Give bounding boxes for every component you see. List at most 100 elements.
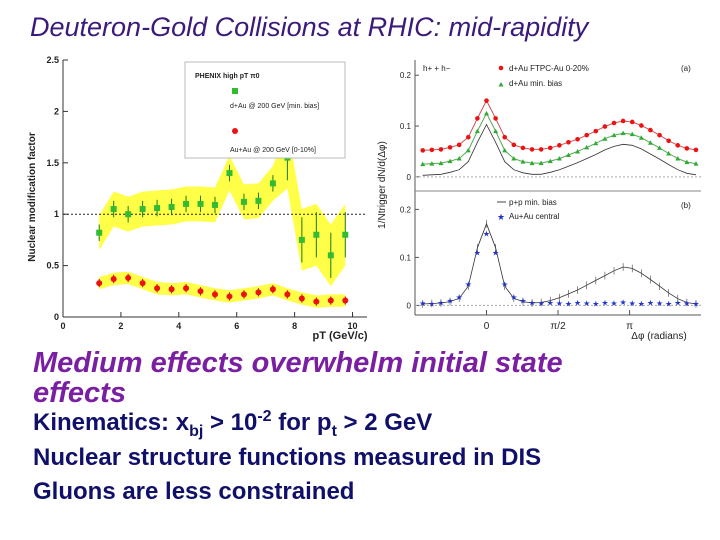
dau-point xyxy=(327,252,334,259)
kinematics-text-c: for p xyxy=(271,409,332,436)
minbias-point xyxy=(547,158,553,164)
right-xlabel: Δφ (radians) xyxy=(631,331,686,342)
kinematics-sub-bj: bj xyxy=(189,422,204,440)
ftpc-point xyxy=(475,116,480,121)
dau-point xyxy=(298,236,305,243)
panel-b-legend-0: p+p min. bias xyxy=(509,198,557,207)
right-xtick-label: π/2 xyxy=(550,321,566,332)
auau-star-point: ★ xyxy=(519,297,526,306)
dau-point xyxy=(154,205,161,212)
auau-star-point: ★ xyxy=(629,299,636,308)
auau-star-point: ★ xyxy=(583,299,590,308)
auau-point xyxy=(327,297,334,304)
auau-star-point: ★ xyxy=(492,249,499,258)
dau-point xyxy=(110,206,117,213)
minbias-point xyxy=(575,148,581,154)
auau-star-point: ★ xyxy=(647,299,654,308)
left-ylabel: Nuclear modification factor xyxy=(27,132,38,262)
panel-a-legend-1: d+Au FTPC-Au 0-20% xyxy=(509,64,589,73)
panel-b-label: (b) xyxy=(681,201,691,210)
dau-sys-band xyxy=(99,126,346,287)
auau-star-point: ★ xyxy=(665,299,672,308)
left-legend-marker-dau xyxy=(232,88,238,94)
dau-point xyxy=(183,200,190,207)
kinematics-sub-t: t xyxy=(331,422,337,440)
ftpc-point xyxy=(529,147,535,152)
ftpc-point xyxy=(438,147,444,152)
minbias-point xyxy=(447,158,453,164)
auau-star-point: ★ xyxy=(437,299,444,308)
right-ylabel: 1/Ntrigger dN/d(Δφ) xyxy=(377,141,388,229)
minbias-point xyxy=(602,136,608,141)
ftpc-point xyxy=(465,134,471,140)
ftpc-point xyxy=(493,116,498,121)
left-xtick-label: 4 xyxy=(176,321,181,331)
dau-point xyxy=(125,211,132,218)
ftpc-point xyxy=(611,120,617,126)
minbias-point xyxy=(629,131,635,137)
panel-b-legend-marker-au: ★ xyxy=(497,212,505,222)
ftpc-point xyxy=(557,143,562,148)
ftpc-point xyxy=(629,119,635,125)
right-xtick-label: 0 xyxy=(484,321,490,332)
minbias-point xyxy=(684,159,690,165)
right-ytick-label: 0.2 xyxy=(400,71,412,80)
dau-point xyxy=(197,200,204,207)
panel-b-legend-1: Au+Au central xyxy=(509,212,560,221)
panel-a-label: (a) xyxy=(681,64,691,73)
auau-star-point: ★ xyxy=(501,280,508,289)
auau-point xyxy=(298,295,305,302)
auau-star-point: ★ xyxy=(419,299,426,308)
auau-point xyxy=(269,286,276,293)
ftpc-point xyxy=(520,145,526,151)
left-ytick-label: 0.5 xyxy=(46,261,59,271)
ftpc-point xyxy=(602,124,608,129)
right-ytick-label: 0.1 xyxy=(400,253,412,262)
auau-point xyxy=(125,274,132,281)
dau-point xyxy=(313,231,320,238)
ftpc-point xyxy=(429,147,435,153)
dau-point xyxy=(226,170,233,177)
minbias-point xyxy=(474,128,480,134)
ftpc-point xyxy=(693,147,699,153)
left-xtick-label: 0 xyxy=(60,321,65,331)
ftpc-point xyxy=(593,128,599,134)
minbias-point xyxy=(556,156,562,161)
left-legend-box xyxy=(184,61,346,159)
auau-star-point: ★ xyxy=(592,299,599,308)
minbias-point xyxy=(511,156,517,161)
auau-point xyxy=(168,286,175,293)
hh-histogram xyxy=(422,123,697,176)
auau-point xyxy=(342,297,349,304)
auau-star-point: ★ xyxy=(446,297,453,306)
dau-point xyxy=(240,198,247,205)
ftpc-point xyxy=(456,142,462,148)
auau-star-point: ★ xyxy=(538,299,545,308)
ftpc-point xyxy=(675,143,681,148)
auau-star-point: ★ xyxy=(620,298,627,307)
minbias-point xyxy=(538,160,544,166)
auau-star-point: ★ xyxy=(456,293,463,302)
auau-star-point: ★ xyxy=(556,299,563,308)
auau-star-point: ★ xyxy=(465,280,472,289)
minbias-point xyxy=(611,132,617,138)
left-xlabel: pT (GeV/c) xyxy=(312,330,367,342)
auau-point xyxy=(154,285,161,292)
kinematics-text-a: Kinematics: x xyxy=(33,409,190,436)
dau-point xyxy=(96,229,103,236)
minbias-point xyxy=(420,161,426,167)
auau-star-point: ★ xyxy=(638,299,645,308)
right-ytick-label: 0.2 xyxy=(400,205,412,214)
dau-point xyxy=(342,231,349,238)
auau-point xyxy=(183,285,190,292)
panel-a-legend-marker-mb xyxy=(498,82,504,87)
panel-a-legend-marker-ftpc xyxy=(498,65,504,71)
auau-star-point: ★ xyxy=(601,299,608,308)
minbias-point xyxy=(647,140,653,145)
ftpc-point xyxy=(420,148,426,153)
kinematics-line: Kinematics: xbj > 10-2 for pt > 2 GeV xyxy=(33,408,432,441)
auau-point xyxy=(226,293,233,300)
auau-star-point: ★ xyxy=(692,299,699,308)
azimuthal-correlation-chart: 1/Ntrigger dN/d(Δφ) 0 π/2 π 0 0.1 0.2 0 0.1 0.2 ★… xyxy=(373,55,705,345)
